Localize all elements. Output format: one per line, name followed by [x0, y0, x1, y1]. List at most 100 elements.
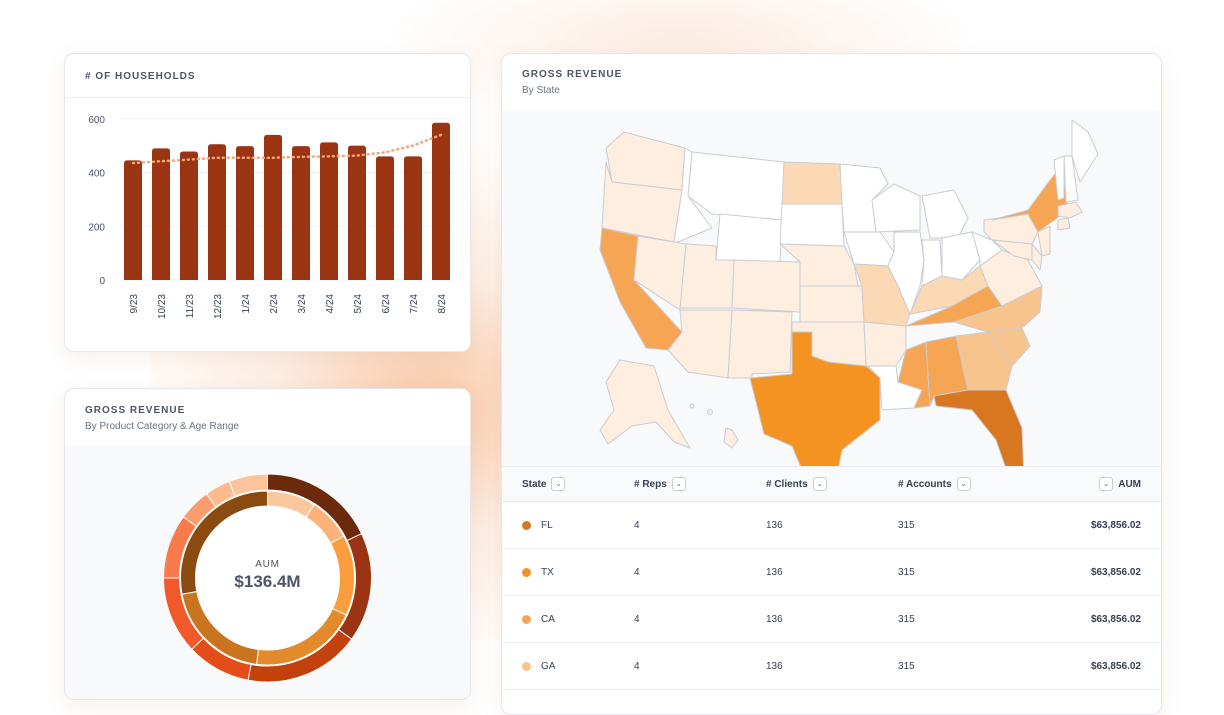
- state-code: TX: [541, 566, 554, 578]
- bar[interactable]: [180, 151, 198, 280]
- households-card-header: # OF HOUSEHOLDS: [65, 54, 470, 97]
- state-co[interactable]: [731, 259, 801, 313]
- bar[interactable]: [348, 145, 366, 280]
- state-md[interactable]: [991, 239, 1033, 261]
- state-wi[interactable]: [871, 183, 921, 233]
- state-ma[interactable]: [1057, 201, 1083, 219]
- table-row[interactable]: GA 4 136 315 $63,856.02: [502, 643, 1161, 690]
- th-accounts[interactable]: # Accounts ⌄: [898, 477, 1030, 491]
- donut-chart-area: [65, 445, 470, 699]
- revenue-state-header: GROSS REVENUE By State: [502, 54, 1161, 109]
- reps-cell: 4: [634, 519, 640, 531]
- x-tick-label: 12/23: [213, 294, 224, 319]
- table-row[interactable]: FL 4 136 315 $63,856.02: [502, 502, 1161, 549]
- th-aum[interactable]: ⌄ AUM: [1030, 477, 1161, 491]
- state-sd[interactable]: [779, 203, 845, 247]
- state-nh[interactable]: [1063, 155, 1079, 203]
- state-ar[interactable]: [863, 321, 907, 367]
- bar[interactable]: [292, 146, 310, 280]
- revenue-state-subtitle: By State: [522, 85, 560, 96]
- table-row[interactable]: CA 4 136 315 $63,856.02: [502, 596, 1161, 643]
- x-tick-label: 10/23: [157, 294, 168, 319]
- bar[interactable]: [432, 122, 450, 280]
- households-card: # OF HOUSEHOLDS 0 200 400 600 9/23 10/23 11/23…: [64, 53, 471, 352]
- reps-cell: 4: [634, 613, 640, 625]
- state-wa[interactable]: [605, 131, 686, 191]
- clients-cell: 136: [766, 660, 783, 672]
- table-row[interactable]: TX 4 136 315 $63,856.02: [502, 549, 1161, 596]
- bar[interactable]: [404, 156, 422, 280]
- state-nj[interactable]: [1037, 225, 1051, 257]
- state-sort-icon[interactable]: ⌄: [551, 477, 566, 491]
- revenue-product-title: GROSS REVENUE: [85, 405, 186, 416]
- th-reps[interactable]: # Reps ⌄: [634, 477, 766, 491]
- state-hi-island[interactable]: [707, 409, 713, 415]
- state-cell: GA: [502, 661, 634, 672]
- state-me[interactable]: [1071, 119, 1099, 183]
- state-ak[interactable]: [599, 359, 691, 449]
- households-divider: [65, 97, 470, 98]
- revenue-product-card: GROSS REVENUE By Product Category & Age …: [64, 388, 471, 700]
- state-nm[interactable]: [727, 309, 793, 379]
- x-tick-label: 4/24: [325, 294, 336, 314]
- state-az[interactable]: [667, 309, 733, 379]
- accounts-cell: 315: [898, 519, 915, 531]
- bar[interactable]: [124, 160, 142, 280]
- state-fl[interactable]: [933, 389, 1024, 466]
- accounts-sort-icon[interactable]: ⌄: [956, 477, 971, 491]
- state-code: FL: [541, 519, 553, 531]
- state-pa[interactable]: [983, 213, 1039, 245]
- x-tick-label: 9/23: [129, 294, 140, 314]
- bar[interactable]: [152, 148, 170, 280]
- x-tick-label: 11/23: [185, 294, 196, 319]
- state-wv[interactable]: [971, 231, 1003, 267]
- bar[interactable]: [320, 142, 338, 280]
- donut-segment[interactable]: [180, 490, 268, 595]
- bar[interactable]: [208, 144, 226, 280]
- households-bar-chart: 0 200 400 600 9/23 10/23 11/23 12/23 1/24 2/24 3/2…: [88, 115, 455, 319]
- state-tx[interactable]: [749, 331, 881, 466]
- th-clients-label: # Clients: [766, 478, 808, 490]
- x-tick-label: 2/24: [269, 294, 280, 314]
- aum-sort-icon[interactable]: ⌄: [1099, 477, 1114, 491]
- aum-cell: $63,856.02: [1090, 566, 1141, 578]
- th-clients[interactable]: # Clients ⌄: [766, 477, 898, 491]
- th-reps-label: # Reps: [634, 478, 667, 490]
- y-tick-label: 200: [88, 222, 105, 233]
- state-hi-island[interactable]: [689, 403, 695, 409]
- state-oh[interactable]: [941, 231, 981, 281]
- y-tick-label: 400: [88, 169, 105, 180]
- reps-sort-icon[interactable]: ⌄: [671, 477, 686, 491]
- state-ks[interactable]: [799, 285, 865, 323]
- accounts-cell: 315: [898, 613, 915, 625]
- us-map-area: [502, 110, 1161, 466]
- state-mi[interactable]: [921, 189, 969, 239]
- state-cell: FL: [502, 520, 634, 531]
- aum-cell: $63,856.02: [1090, 660, 1141, 672]
- donut-segment[interactable]: [228, 473, 268, 497]
- reps-cell: 4: [634, 566, 640, 578]
- th-aum-label: AUM: [1118, 478, 1141, 490]
- state-mt[interactable]: [687, 151, 785, 221]
- donut-center-label: AUM: [255, 559, 280, 570]
- clients-cell: 136: [766, 519, 783, 531]
- state-nd[interactable]: [781, 161, 843, 205]
- bar[interactable]: [264, 134, 282, 280]
- bar[interactable]: [236, 146, 254, 280]
- state-wy[interactable]: [715, 213, 783, 263]
- state-ct[interactable]: [1057, 217, 1071, 231]
- aum-cell: $63,856.02: [1090, 613, 1141, 625]
- th-state-label: State: [522, 478, 547, 490]
- x-tick-label: 7/24: [409, 294, 420, 314]
- th-state[interactable]: State ⌄: [502, 477, 634, 491]
- state-table-header: State ⌄ # Reps ⌄ # Clients ⌄ # Accounts …: [502, 466, 1161, 502]
- clients-cell: 136: [766, 566, 783, 578]
- revenue-product-header: GROSS REVENUE By Product Category & Age …: [65, 389, 470, 445]
- x-tick-label: 3/24: [297, 294, 308, 314]
- state-hi[interactable]: [723, 427, 739, 449]
- clients-sort-icon[interactable]: ⌄: [812, 477, 827, 491]
- bar[interactable]: [376, 156, 394, 280]
- state-vt[interactable]: [1053, 155, 1065, 201]
- state-code: GA: [541, 660, 556, 672]
- donut-hole: [196, 507, 339, 649]
